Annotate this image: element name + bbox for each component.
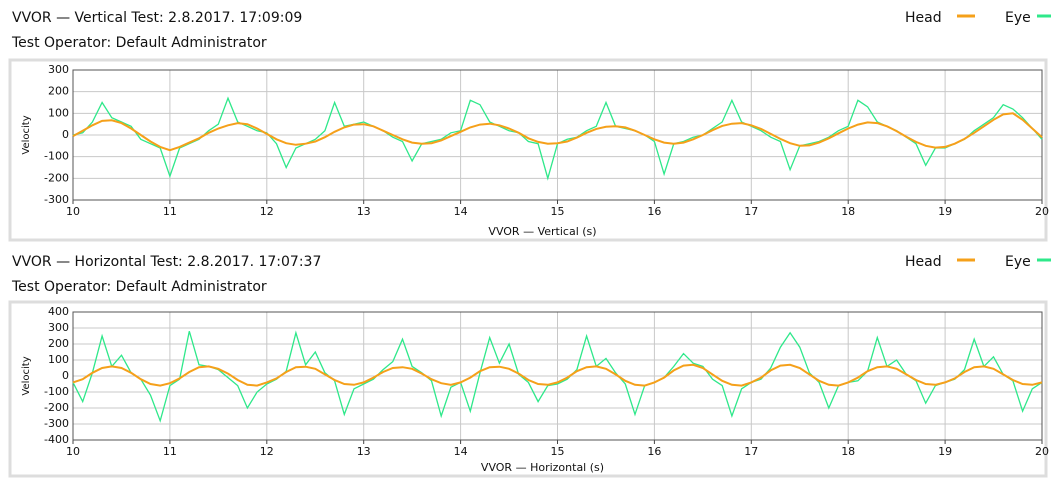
x-tick-label: 18 <box>841 205 855 218</box>
legend-label: Eye <box>1005 10 1031 26</box>
chart-subtitle: Test Operator: Default Administrator <box>11 35 267 51</box>
y-tick-label: -100 <box>44 150 69 163</box>
x-tick-label: 14 <box>454 445 468 458</box>
series-line <box>72 363 1043 387</box>
y-tick-label: 300 <box>48 321 69 334</box>
chart-subtitle: Test Operator: Default Administrator <box>11 279 267 295</box>
y-tick-label: 0 <box>62 128 69 141</box>
y-tick-label: -300 <box>44 417 69 430</box>
x-tick-label: 20 <box>1035 445 1049 458</box>
y-tick-label: 300 <box>48 63 69 76</box>
x-tick-label: 11 <box>163 445 177 458</box>
chart-title: VVOR — Horizontal Test: 2.8.2017. 17:07:… <box>12 254 321 270</box>
x-tick-label: 10 <box>66 205 80 218</box>
x-tick-label: 15 <box>551 445 565 458</box>
x-tick-label: 17 <box>744 445 758 458</box>
x-tick-label: 17 <box>744 205 758 218</box>
series-line <box>72 112 1043 152</box>
x-axis-label: VVOR — Horizontal (s) <box>481 461 604 474</box>
series-line <box>72 330 1043 423</box>
x-tick-label: 11 <box>163 205 177 218</box>
y-tick-label: 200 <box>48 85 69 98</box>
x-tick-label: 18 <box>841 445 855 458</box>
y-tick-label: -200 <box>44 171 69 184</box>
x-tick-label: 16 <box>647 205 661 218</box>
chart-title: VVOR — Vertical Test: 2.8.2017. 17:09:09 <box>12 10 302 26</box>
x-tick-label: 15 <box>551 205 565 218</box>
chart-panel <box>8 300 1048 478</box>
y-tick-label: -400 <box>44 433 69 446</box>
x-tick-label: 12 <box>260 445 274 458</box>
y-tick-label: -200 <box>44 401 69 414</box>
x-tick-label: 19 <box>938 205 952 218</box>
x-tick-label: 20 <box>1035 205 1049 218</box>
chart-panel <box>8 58 1048 242</box>
y-tick-label: -300 <box>44 193 69 206</box>
legend-label: Eye <box>1005 254 1031 270</box>
y-tick-label: 400 <box>48 305 69 318</box>
y-tick-label: 200 <box>48 337 69 350</box>
y-axis-label: Velocity <box>21 356 32 395</box>
x-tick-label: 13 <box>357 445 371 458</box>
legend-label: Head <box>905 254 942 270</box>
y-tick-label: -100 <box>44 385 69 398</box>
legend-label: Head <box>905 10 942 26</box>
x-tick-label: 19 <box>938 445 952 458</box>
x-tick-label: 16 <box>647 445 661 458</box>
x-tick-label: 13 <box>357 205 371 218</box>
y-axis-label: Velocity <box>21 115 32 154</box>
y-tick-label: 100 <box>48 106 69 119</box>
x-tick-label: 12 <box>260 205 274 218</box>
x-tick-label: 10 <box>66 445 80 458</box>
x-axis-label: VVOR — Vertical (s) <box>488 225 596 238</box>
plot-frame <box>72 311 1043 441</box>
y-tick-label: 100 <box>48 353 69 366</box>
x-tick-label: 14 <box>454 205 468 218</box>
y-tick-label: 0 <box>62 369 69 382</box>
